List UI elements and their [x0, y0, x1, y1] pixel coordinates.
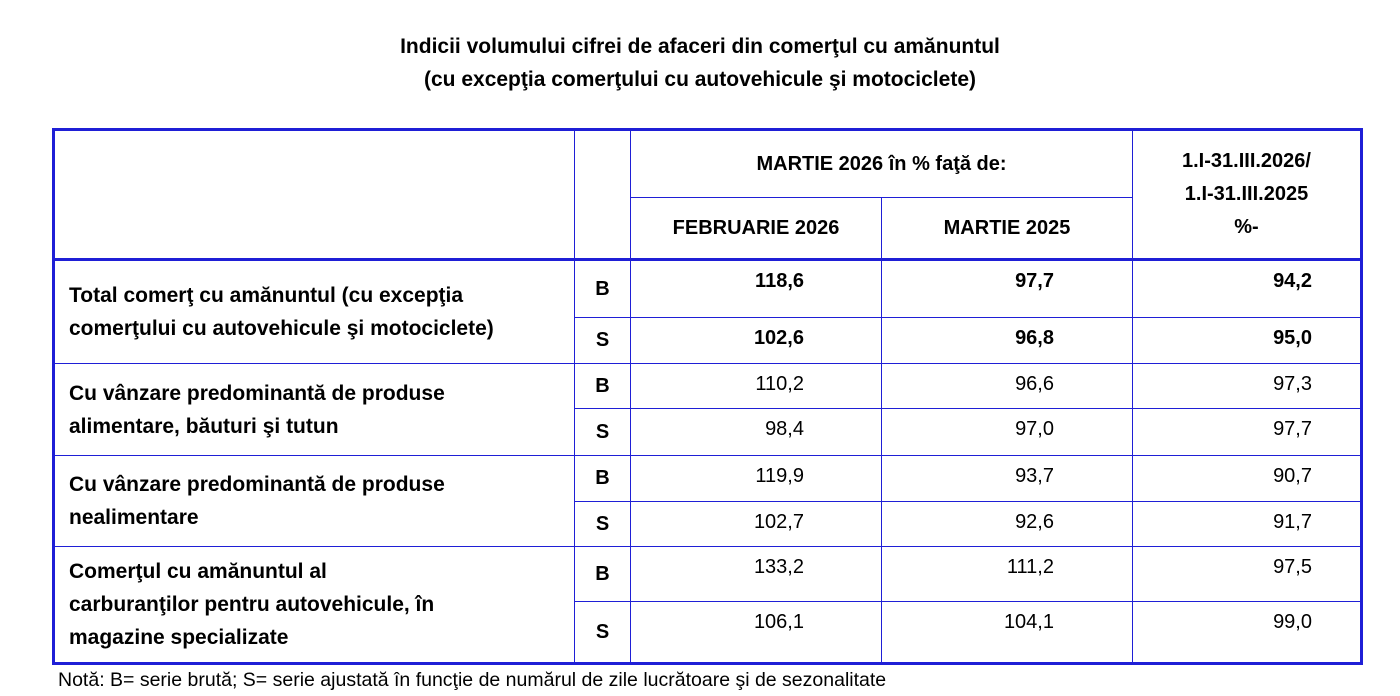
header-column: MARTIE 2025 — [881, 197, 1133, 261]
row-label: Cu vânzare predominantă de produse alimen… — [53, 363, 575, 456]
series-code: S — [574, 408, 631, 456]
value-cell: 102,6 — [630, 317, 882, 364]
row-label: Comerţul cu amănuntul al carburanţilor pe… — [53, 546, 575, 664]
empty-cell — [574, 129, 631, 261]
value-cell: 119,9 — [630, 455, 882, 502]
series-code: B — [574, 259, 631, 318]
value-cell: 106,1 — [630, 601, 882, 664]
table: MARTIE 2026 în % faţă de: 1.I-31.III.202… — [52, 128, 1363, 665]
value-cell: 104,1 — [881, 601, 1133, 664]
value-cell: 90,7 — [1132, 455, 1362, 502]
table-row: Total comerţ cu amănuntul (cu excepţia co… — [53, 259, 1362, 364]
value-cell: 97,7 — [881, 259, 1133, 318]
title: Indicii volumului cifrei de afaceri din … — [0, 30, 1400, 96]
table-row: S 106,1 104,1 99,0 — [54, 601, 1362, 664]
empty-cell — [53, 129, 575, 261]
header-line: 1.I-31.III.2026/ — [1182, 150, 1311, 172]
value-cell: 97,3 — [1132, 363, 1362, 409]
row-label-line: Cu vânzare predominantă de produse — [69, 473, 445, 496]
value-cell: 97,0 — [881, 408, 1133, 456]
row-label-line: comerţului cu autovehicule şi motociclet… — [69, 317, 494, 340]
title-line: Indicii volumului cifrei de afaceri din … — [400, 35, 1000, 58]
value-cell: 110,2 — [630, 363, 882, 409]
table-row: S 102,6 96,8 95,0 — [54, 317, 1362, 364]
value-cell: 99,0 — [1132, 601, 1362, 664]
value-cell: 98,4 — [630, 408, 882, 456]
header-cumulative: 1.I-31.III.2026/ 1.I-31.III.2025 %- — [1132, 129, 1362, 261]
value-cell: 102,7 — [630, 501, 882, 547]
row-label: Total comerţ cu amănuntul (cu excepţia co… — [53, 259, 575, 364]
row-label-line: magazine specializate — [69, 626, 289, 649]
value-cell: 96,8 — [881, 317, 1133, 364]
header-column: FEBRUARIE 2026 — [630, 197, 882, 261]
series-code: S — [574, 601, 631, 664]
row-label-line: alimentare, băuturi şi tutun — [69, 414, 339, 438]
title-line: (cu excepţia comerţului cu autovehicule … — [424, 68, 976, 91]
series-code: B — [574, 546, 631, 602]
row-label-line: nealimentare — [69, 506, 199, 529]
value-cell: 91,7 — [1132, 501, 1362, 547]
note: Notă: B= serie brută; S= serie ajustată … — [58, 669, 887, 691]
row-label-line: carburanţilor pentru autovehicule, în — [69, 593, 435, 616]
header-group: MARTIE 2026 în % faţă de: — [630, 129, 1133, 198]
table-row: S 98,4 97,0 97,7 — [54, 408, 1362, 456]
value-cell: 133,2 — [630, 546, 882, 602]
row-label-line: Comerţul cu amănuntul al — [69, 560, 327, 583]
value-cell: 93,7 — [881, 455, 1133, 502]
value-cell: 94,2 — [1132, 259, 1362, 318]
row-label: Cu vânzare predominantă de produse nealim… — [53, 455, 575, 547]
table-row: Comerţul cu amănuntul al carburanţilor pe… — [53, 546, 1362, 664]
header-line: 1.I-31.III.2025 — [1184, 183, 1309, 205]
table-row: Cu vânzare predominantă de produse alimen… — [53, 363, 1362, 456]
value-cell: 111,2 — [881, 546, 1133, 602]
value-cell: 97,7 — [1132, 408, 1362, 456]
series-code: B — [574, 455, 631, 502]
value-cell: 118,6 — [630, 259, 882, 318]
value-cell: 96,6 — [881, 363, 1133, 409]
header-line: %- — [1234, 216, 1259, 238]
value-cell: 97,5 — [1132, 546, 1362, 602]
series-code: S — [574, 317, 631, 364]
series-code: S — [574, 501, 631, 547]
value-cell: 92,6 — [881, 501, 1133, 547]
table-row: Cu vânzare predominantă de produse nealim… — [53, 455, 1362, 547]
series-code: B — [574, 363, 631, 409]
row-label-line: Cu vânzare predominantă de produse — [69, 381, 445, 405]
value-cell: 95,0 — [1132, 317, 1362, 364]
row-label-line: Total comerţ cu amănuntul (cu excepţia — [69, 284, 464, 307]
table-row: S 102,7 92,6 91,7 — [54, 501, 1362, 547]
